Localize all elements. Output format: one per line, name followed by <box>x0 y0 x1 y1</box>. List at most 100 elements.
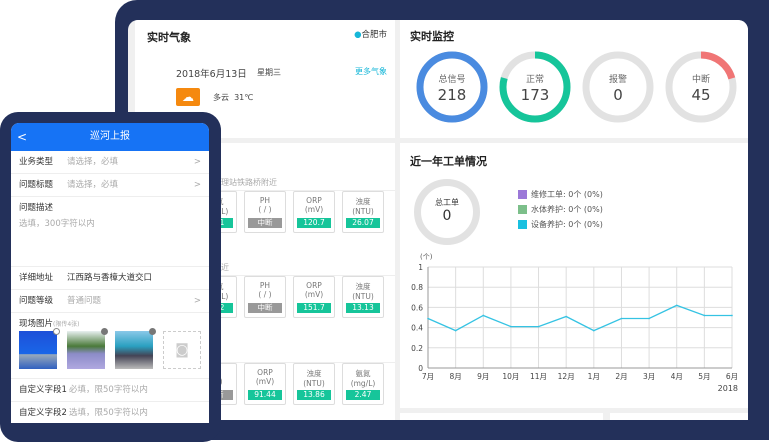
metric-name: ORP <box>306 196 322 205</box>
metric-card[interactable]: 氨氮 (mg/L) 2.47 <box>342 363 384 405</box>
metric-unit: ( / ) <box>258 290 272 299</box>
field-placeholder: 请选择，必填 <box>67 180 119 190</box>
field-placeholder: 请选择，必填 <box>67 157 119 167</box>
metric-name: 浊度 <box>306 369 322 378</box>
city-selector[interactable]: ●合肥市 <box>354 28 387 40</box>
address-field[interactable]: 详细地址 江西路与香樟大道交口 <box>11 267 209 290</box>
field-label: 详细地址 <box>19 273 54 283</box>
back-icon[interactable]: < <box>17 130 28 144</box>
field-placeholder: 选填，限50字符以内 <box>69 408 148 418</box>
monitor-card: 实时监控 总信号 218 正常 173 报警 0 中断 45 <box>400 20 748 138</box>
x-tick-label: 5月 <box>698 372 710 381</box>
monitor-ring[interactable]: 正常 173 <box>498 50 572 124</box>
total-orders-label: 总工单 <box>435 198 459 207</box>
legend-item: 水体养护: 0个 (0%) <box>518 202 603 217</box>
photo-thumbnail[interactable] <box>67 328 108 369</box>
metric-card[interactable]: PH( / ) 中断 <box>244 276 286 318</box>
bottom-card-left <box>400 413 603 420</box>
metric-value: 13.13 <box>346 303 380 313</box>
data-point <box>482 314 485 317</box>
legend-label: 设备养护: <box>531 220 566 229</box>
monitor-ring[interactable]: 总信号 218 <box>415 50 489 124</box>
legend-label: 水体养护: <box>531 205 566 214</box>
legend-value: 0个 (0%) <box>568 220 603 229</box>
data-point <box>593 329 595 332</box>
metric-value: 26.07 <box>346 218 380 228</box>
y-tick-label: 0.6 <box>411 303 423 312</box>
ring-gauge <box>582 51 654 123</box>
ring-label: 报警 <box>608 75 627 85</box>
metric-card[interactable]: 浊度 (NTU) 13.86 <box>293 363 335 405</box>
ring-label: 正常 <box>525 75 544 85</box>
metric-name: PH <box>259 281 271 290</box>
station-title: 桥附近 <box>205 262 395 276</box>
metric-unit: (mV) <box>304 205 324 214</box>
weather-title: 实时气象 <box>147 31 191 44</box>
total-orders-value: 0 <box>442 208 452 224</box>
y-tick-label: 0.8 <box>411 283 423 292</box>
photo-thumbnail[interactable] <box>19 328 60 369</box>
more-weather-link[interactable]: 更多气象 <box>355 67 387 76</box>
remove-photo-icon[interactable] <box>53 328 60 335</box>
field-label: 自定义字段1 <box>19 385 67 395</box>
photo-thumbnail[interactable] <box>115 328 156 369</box>
x-tick-label: 8月 <box>449 372 461 381</box>
desc-label: 问题描述 <box>19 203 54 213</box>
custom-field-1[interactable]: 自定义字段1 必填，限50字符以内 <box>11 379 209 402</box>
weather-date: 2018年6月13日 <box>176 69 247 80</box>
legend-label: 维修工单: <box>531 190 566 199</box>
metric-value: 13.86 <box>297 390 331 400</box>
address-value: 江西路与香樟大道交口 <box>67 273 153 283</box>
photos-hint: (限传4张) <box>53 321 80 328</box>
custom-field-2[interactable]: 自定义字段2 选填，限50字符以内 <box>11 402 209 423</box>
location-pin-icon: ● <box>354 30 362 40</box>
x-axis-year: 2018 <box>718 384 738 393</box>
metric-value: 120.7 <box>297 218 331 228</box>
monitor-ring[interactable]: 中断 45 <box>664 50 738 124</box>
metric-card[interactable]: 浊度 (NTU) 13.13 <box>342 276 384 318</box>
business-type-field[interactable]: 业务类型 请选择，必填 > <box>11 151 209 174</box>
ring-value: 45 <box>691 86 711 104</box>
dashboard-screen: 实时气象 ●合肥市 2018年6月13日 星期三 更多气象 ☁ 多云 31℃ 实… <box>128 20 748 420</box>
legend-value: 0个 (0%) <box>568 205 603 214</box>
issue-level-field[interactable]: 问题等级 普通问题 > <box>11 290 209 313</box>
orders-title: 近一年工单情况 <box>410 155 487 168</box>
desc-placeholder: 选填，300字符以内 <box>19 219 95 229</box>
city-name: 合肥市 <box>361 30 387 40</box>
metric-value: 2.47 <box>346 390 380 400</box>
x-tick-label: 3月 <box>643 372 655 381</box>
chevron-right-icon: > <box>193 157 201 167</box>
ring-arc <box>499 51 571 123</box>
temperature: 31℃ <box>234 93 254 102</box>
issue-title-field[interactable]: 问题标题 请选择，必填 > <box>11 174 209 197</box>
add-photo-camera-icon[interactable]: ◙ <box>163 331 201 369</box>
ring-gauge <box>499 51 571 123</box>
data-point <box>675 304 678 307</box>
legend-swatch <box>518 190 527 199</box>
x-tick-label: 2月 <box>615 372 627 381</box>
ring-value: 218 <box>437 86 467 104</box>
metric-value: 中断 <box>248 303 282 313</box>
metric-unit: (mV) <box>304 290 324 299</box>
orders-line-chart: (个) 0 0.2 0.4 0.6 0.8 1 7月 8月 9月 10月 11月 12月 1月 2月 3月 4月… <box>411 253 738 393</box>
x-tick-label: 10月 <box>502 372 519 381</box>
issue-description-field[interactable]: 问题描述 选填，300字符以内 <box>11 197 209 267</box>
chevron-right-icon: > <box>193 180 201 190</box>
remove-photo-icon[interactable] <box>101 328 108 335</box>
series-line <box>427 304 732 332</box>
metric-card[interactable]: ORP (mV) 91.44 <box>244 363 286 405</box>
remove-photo-icon[interactable] <box>149 328 156 335</box>
metric-unit: (NTU) <box>303 379 325 388</box>
metric-card[interactable]: 浊度 (NTU) 26.07 <box>342 191 384 233</box>
weather-condition: 多云 31℃ <box>213 92 253 103</box>
monitor-ring[interactable]: 报警 0 <box>581 50 655 124</box>
station-title: 附近 <box>205 349 395 363</box>
y-axis-label: (个) <box>420 253 433 261</box>
ring-label: 总信号 <box>438 75 466 85</box>
metric-card[interactable]: PH( / ) 中断 <box>244 191 286 233</box>
metric-card[interactable]: ORP (mV) 120.7 <box>293 191 335 233</box>
ring-label: 中断 <box>691 75 710 85</box>
metric-name: PH <box>259 196 271 205</box>
metric-card[interactable]: ORP (mV) 151.7 <box>293 276 335 318</box>
total-orders-ring: 总工单 0 <box>414 179 480 245</box>
